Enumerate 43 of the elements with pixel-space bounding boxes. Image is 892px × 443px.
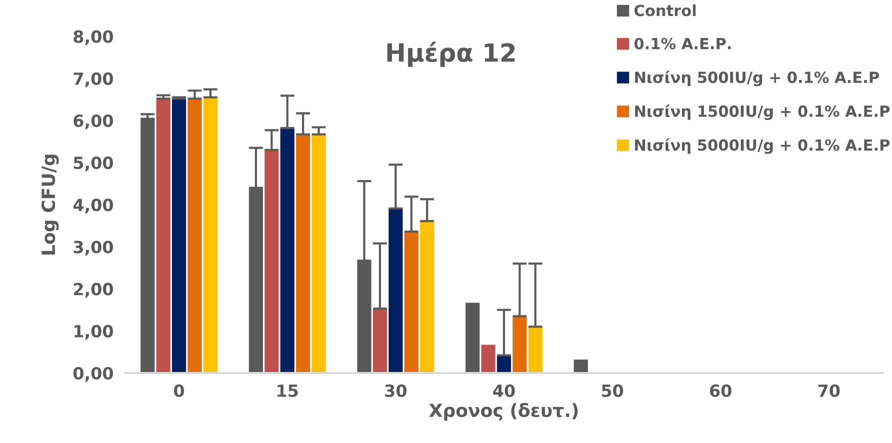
y-tick-label: 4,00 [73, 198, 113, 214]
legend-label: Νισίνη 5000IU/g + 0.1% Α.Ε.Ρ [635, 138, 890, 154]
y-tick-label: 0,00 [73, 366, 113, 382]
y-tick-label: 2,00 [74, 282, 113, 298]
bar [512, 316, 527, 374]
bar [264, 150, 279, 374]
bar [280, 128, 294, 374]
x-tick-label: 60 [710, 384, 732, 398]
bar [404, 232, 418, 374]
bar [420, 221, 434, 374]
bar [574, 360, 588, 374]
bar [156, 98, 170, 374]
x-tick-label: 0 [174, 384, 184, 398]
y-tick-label: 8,00 [74, 30, 113, 46]
y-tick-label: 7,00 [74, 72, 113, 88]
y-tick-label: 6,00 [74, 114, 113, 130]
y-axis-title: Log CFU/g [41, 154, 59, 254]
bar [172, 98, 186, 374]
bar [466, 302, 480, 374]
y-tick-label: 3,00 [74, 240, 113, 256]
bar [296, 134, 310, 374]
x-tick-label: 15 [278, 384, 298, 398]
bar [140, 118, 155, 374]
bar [312, 134, 326, 374]
bar [388, 208, 403, 374]
x-tick-label: 70 [818, 384, 840, 398]
chart-title: Ημέρα 12 [387, 42, 515, 67]
bar [481, 344, 496, 374]
x-tick-label: 50 [602, 384, 624, 398]
legend-label: 0.1% Α.Ε.Ρ. [634, 38, 731, 50]
bar [248, 188, 263, 374]
y-tick-label: 5,00 [74, 156, 113, 172]
legend-label: Νισίνη 1500IU/g + 0.1% Α.Ε.Ρ [635, 104, 890, 120]
x-tick-label: 40 [493, 384, 515, 398]
bar [188, 98, 202, 374]
bar [528, 326, 542, 374]
x-axis-title: Χρονος (δευτ.) [429, 403, 578, 421]
bar [203, 97, 218, 374]
bar [372, 308, 387, 374]
x-tick-label: 30 [385, 384, 406, 398]
legend-label: Νισίνη 500IU/g + 0.1% Α.Ε.Ρ [635, 70, 879, 86]
legend-label: Control [634, 4, 696, 16]
y-tick-label: 1,00 [74, 324, 113, 340]
